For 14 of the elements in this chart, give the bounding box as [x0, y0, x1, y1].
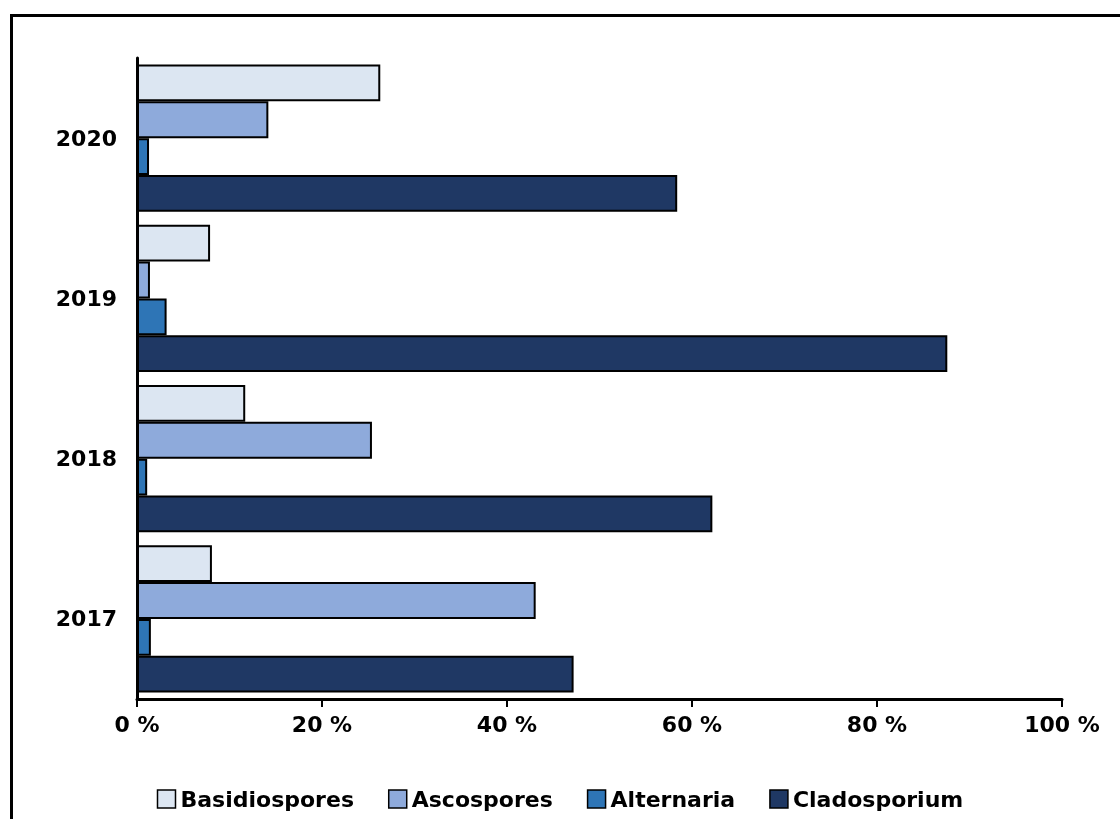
legend-label: Alternaria [610, 786, 736, 812]
y-tick-label: 2019 [55, 285, 117, 311]
y-tick-label: 2017 [55, 606, 117, 632]
y-tick-label: 2020 [55, 125, 117, 151]
x-tick-label: 20 % [291, 711, 353, 737]
y-tick-label: 2018 [55, 446, 117, 472]
x-tick-label: 60 % [661, 711, 723, 737]
legend-label: Ascospores [411, 786, 553, 812]
x-tick-label: 40 % [476, 711, 538, 737]
x-tick-label: 0 % [114, 711, 160, 737]
legend-label: Basidiospores [180, 786, 354, 812]
legend-label: Cladosporium [792, 786, 964, 812]
x-tick-label: 100 % [1024, 711, 1100, 737]
x-tick-label: 80 % [846, 711, 908, 737]
